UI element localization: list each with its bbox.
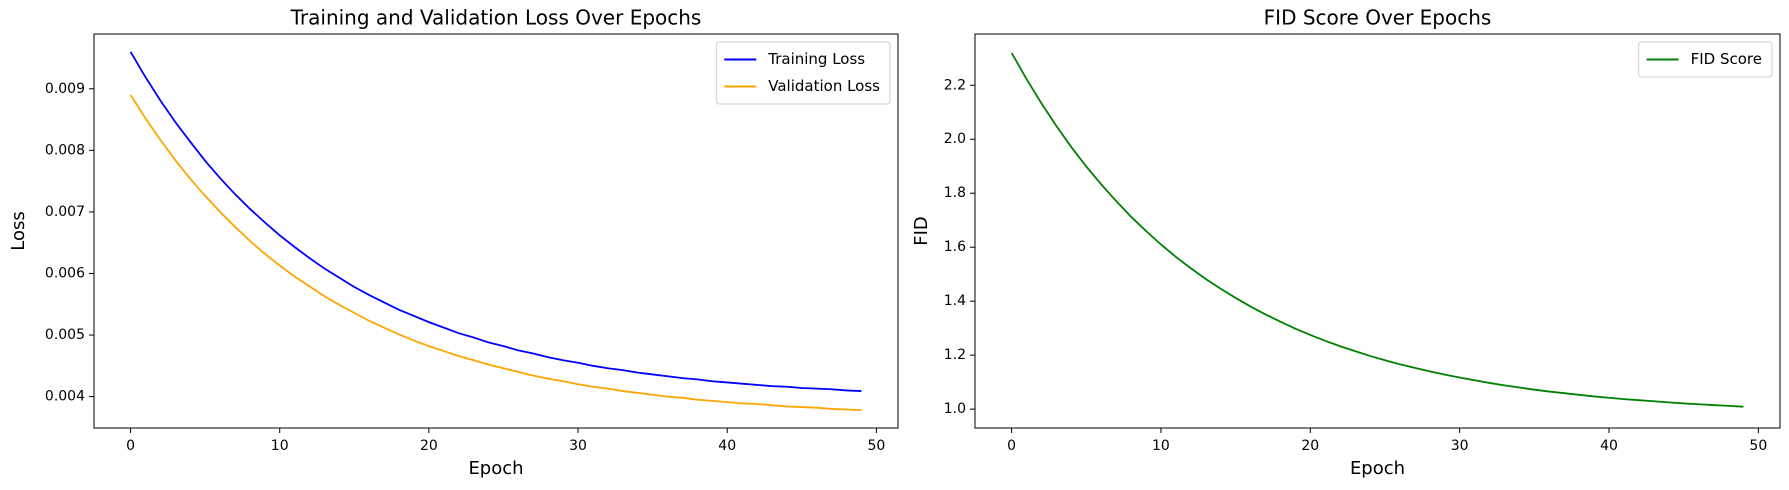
y-tick-label: 1.2 (944, 347, 966, 363)
y-tick-label: 0.004 (45, 389, 85, 405)
y-tick-label: 1.6 (944, 239, 966, 255)
plot-frame (93, 33, 899, 429)
legend-label: Validation Loss (768, 77, 880, 95)
y-tick-label: 0.008 (45, 142, 85, 158)
y-tick-label: 0.007 (45, 204, 85, 220)
x-tick-label: 10 (1152, 438, 1170, 454)
chart-title: Training and Validation Loss Over Epochs (290, 6, 702, 30)
x-tick-label: 10 (271, 438, 289, 454)
legend: FID Score (1638, 41, 1773, 78)
data-line (129, 51, 862, 392)
x-tick-label: 30 (1451, 438, 1469, 454)
legend: Training Loss Validation Loss (715, 41, 891, 105)
y-tick-label: 2.2 (944, 77, 966, 93)
y-tick-label: 0.005 (45, 327, 85, 343)
x-tick-label: 0 (1007, 438, 1016, 454)
y-tick-label: 0.006 (45, 265, 85, 281)
x-tick-label: 20 (420, 438, 438, 454)
y-tick-label: 1.4 (944, 293, 966, 309)
y-axis-label: Loss (8, 211, 29, 250)
legend-box (715, 41, 891, 105)
x-tick-label: 50 (1749, 438, 1767, 454)
y-tick-label: 1.8 (944, 185, 966, 201)
legend-label: Training Loss (767, 50, 865, 68)
x-tick-label: 40 (718, 438, 736, 454)
y-tick-label: 0.009 (45, 81, 85, 97)
data-line (129, 94, 862, 412)
y-tick-label: 2.0 (944, 131, 966, 147)
x-tick-label: 50 (867, 438, 885, 454)
x-tick-label: 0 (126, 438, 135, 454)
x-tick-label: 30 (569, 438, 587, 454)
x-tick-label: 40 (1600, 438, 1618, 454)
plot-frame (974, 33, 1781, 429)
x-axis-label: Epoch (468, 458, 523, 479)
data-line (1010, 52, 1744, 408)
legend-box (1638, 41, 1773, 78)
legend-label: FID Score (1691, 50, 1762, 68)
x-axis-label: Epoch (1350, 458, 1405, 479)
y-axis-label: FID (911, 216, 932, 246)
x-tick-label: 20 (1301, 438, 1319, 454)
y-tick-label: 1.0 (944, 401, 966, 417)
chart-title: FID Score Over Epochs (1264, 6, 1492, 30)
